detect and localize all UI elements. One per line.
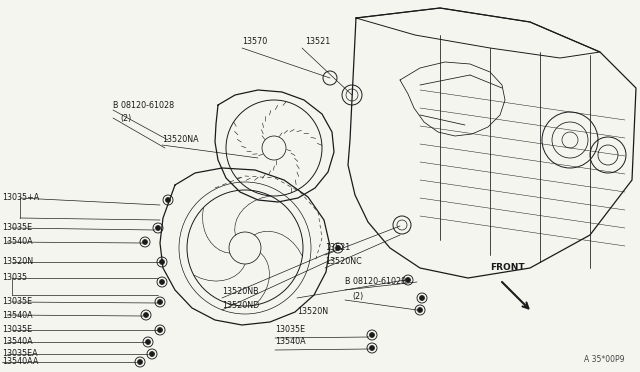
Circle shape bbox=[157, 299, 163, 305]
Circle shape bbox=[138, 359, 143, 365]
Circle shape bbox=[143, 312, 148, 317]
Circle shape bbox=[143, 240, 147, 244]
Text: 13540A: 13540A bbox=[275, 337, 306, 346]
Text: 13520N: 13520N bbox=[297, 308, 328, 317]
Circle shape bbox=[369, 333, 374, 337]
Text: 13035E: 13035E bbox=[2, 298, 32, 307]
Text: 13520NB: 13520NB bbox=[222, 288, 259, 296]
Circle shape bbox=[156, 225, 161, 231]
Text: FRONT: FRONT bbox=[490, 263, 525, 273]
Circle shape bbox=[157, 327, 163, 333]
Text: B 08120-61028: B 08120-61028 bbox=[113, 100, 174, 109]
Text: A 35*00P9: A 35*00P9 bbox=[584, 355, 625, 364]
Circle shape bbox=[159, 260, 164, 264]
Text: 13035EA: 13035EA bbox=[2, 350, 38, 359]
Circle shape bbox=[406, 278, 410, 282]
Text: B 08120-61028: B 08120-61028 bbox=[345, 278, 406, 286]
Text: 13570: 13570 bbox=[242, 38, 268, 46]
Circle shape bbox=[417, 308, 422, 312]
Text: 13540A: 13540A bbox=[2, 311, 33, 320]
Circle shape bbox=[335, 246, 340, 250]
Text: 13035E: 13035E bbox=[2, 224, 32, 232]
Text: 13035+A: 13035+A bbox=[2, 193, 39, 202]
Text: 13035E: 13035E bbox=[2, 326, 32, 334]
Text: 13521: 13521 bbox=[305, 38, 330, 46]
Circle shape bbox=[145, 340, 150, 344]
Text: 13520NA: 13520NA bbox=[162, 135, 198, 144]
Text: 13520N: 13520N bbox=[2, 257, 33, 266]
Text: (2): (2) bbox=[120, 113, 131, 122]
Text: 13540A: 13540A bbox=[2, 237, 33, 247]
Text: 13540AA: 13540AA bbox=[2, 357, 38, 366]
Text: 13520ND: 13520ND bbox=[222, 301, 259, 310]
Circle shape bbox=[369, 346, 374, 350]
Circle shape bbox=[419, 295, 424, 301]
Circle shape bbox=[159, 279, 164, 285]
Text: 13035E: 13035E bbox=[275, 326, 305, 334]
Text: 13521: 13521 bbox=[325, 244, 350, 253]
Circle shape bbox=[150, 352, 154, 356]
Text: 13540A: 13540A bbox=[2, 337, 33, 346]
Text: (2): (2) bbox=[352, 292, 364, 301]
Circle shape bbox=[166, 198, 170, 202]
Text: 13035: 13035 bbox=[2, 273, 27, 282]
Text: 13520NC: 13520NC bbox=[325, 257, 362, 266]
